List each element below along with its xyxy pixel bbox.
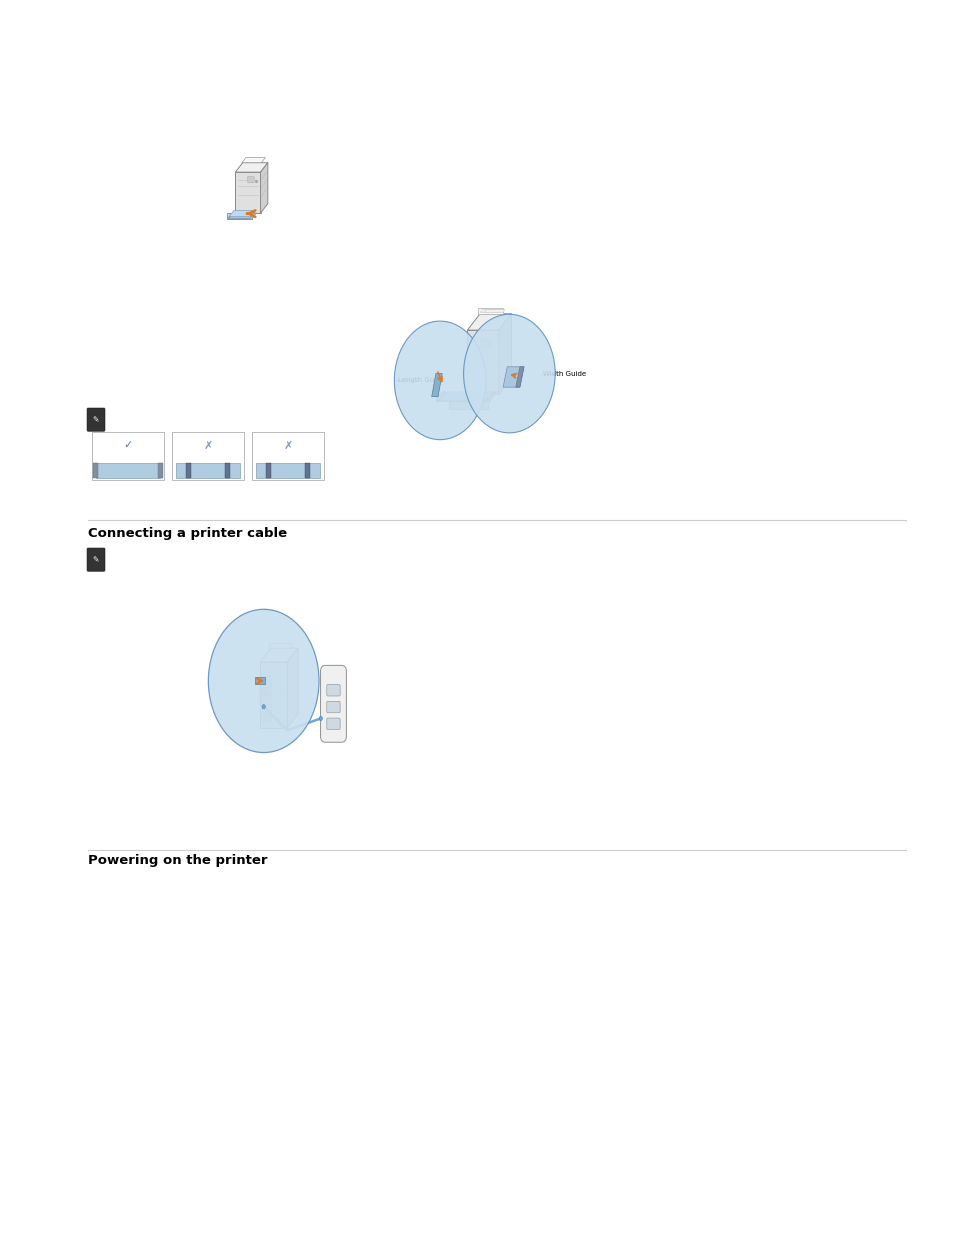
FancyBboxPatch shape [261,677,272,684]
Polygon shape [260,648,298,662]
Polygon shape [235,172,260,214]
Circle shape [208,609,318,752]
Text: ✎: ✎ [92,415,99,424]
Polygon shape [227,214,256,220]
Circle shape [262,705,265,709]
FancyBboxPatch shape [172,432,244,480]
Text: Length Guide: Length Guide [397,378,444,383]
FancyBboxPatch shape [91,432,164,480]
Polygon shape [436,393,455,400]
Polygon shape [486,391,497,400]
Polygon shape [467,314,511,330]
Polygon shape [260,163,268,214]
Text: Powering on the printer: Powering on the printer [88,853,267,867]
Text: Connecting a printer cable: Connecting a printer cable [88,527,287,540]
Polygon shape [484,310,505,312]
Polygon shape [235,163,268,172]
FancyBboxPatch shape [175,463,240,478]
FancyBboxPatch shape [95,463,160,478]
FancyBboxPatch shape [260,692,267,699]
Circle shape [319,716,322,720]
Polygon shape [516,367,523,387]
Polygon shape [502,367,523,387]
Polygon shape [436,394,490,400]
Polygon shape [254,678,265,684]
FancyBboxPatch shape [480,340,491,347]
FancyBboxPatch shape [261,685,272,694]
FancyBboxPatch shape [93,463,97,478]
Polygon shape [436,391,446,400]
FancyBboxPatch shape [261,714,272,722]
FancyBboxPatch shape [252,432,324,480]
Polygon shape [229,212,254,219]
Circle shape [463,314,555,432]
Text: ✓: ✓ [123,441,132,451]
Polygon shape [448,400,488,409]
FancyBboxPatch shape [225,463,230,478]
FancyBboxPatch shape [87,408,105,431]
Text: ✗: ✗ [203,441,213,451]
FancyBboxPatch shape [266,463,271,478]
Text: ✎: ✎ [92,555,99,564]
Circle shape [255,180,257,183]
Circle shape [394,321,485,440]
Polygon shape [229,210,254,217]
FancyBboxPatch shape [327,701,340,713]
Polygon shape [432,373,442,396]
FancyBboxPatch shape [261,704,272,713]
Text: Width Guide: Width Guide [542,370,585,377]
FancyBboxPatch shape [87,548,105,572]
FancyBboxPatch shape [320,666,346,742]
FancyBboxPatch shape [327,718,340,730]
Text: ✗: ✗ [283,441,293,451]
FancyBboxPatch shape [186,463,191,478]
Polygon shape [467,330,498,394]
FancyBboxPatch shape [247,177,253,183]
Polygon shape [269,643,291,648]
Polygon shape [287,648,298,727]
FancyBboxPatch shape [305,463,310,478]
FancyBboxPatch shape [255,463,320,478]
Polygon shape [498,314,511,394]
FancyBboxPatch shape [261,695,272,703]
Polygon shape [227,214,252,220]
FancyBboxPatch shape [158,463,162,478]
Polygon shape [477,309,502,314]
Polygon shape [242,157,265,163]
Polygon shape [260,662,287,727]
FancyBboxPatch shape [327,684,340,697]
Polygon shape [479,310,502,312]
Polygon shape [437,391,495,400]
